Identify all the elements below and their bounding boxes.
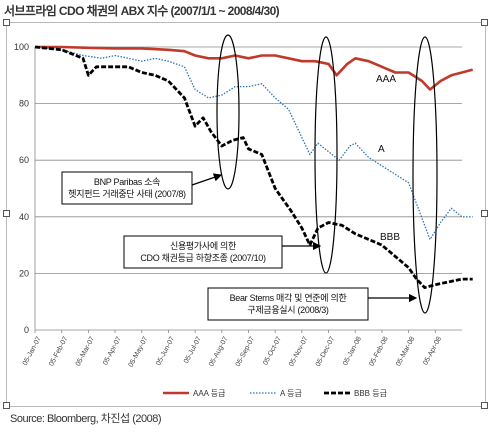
legend-label: AAA 등급 bbox=[193, 389, 226, 398]
x-tick-label: 05-Jul-07 bbox=[183, 336, 203, 365]
x-tick-label: 05-Sep-07 bbox=[235, 336, 257, 368]
series-end-label: A bbox=[378, 144, 385, 155]
x-tick-label: 05-Aug-07 bbox=[208, 336, 230, 368]
annotation-box bbox=[207, 287, 369, 321]
x-tick-label: 05-Mar-08 bbox=[395, 336, 416, 368]
x-tick-label: 05-Jun-07 bbox=[155, 336, 176, 367]
x-tick-label: 05-Feb-07 bbox=[48, 336, 69, 368]
y-tick-label: 80 bbox=[19, 99, 29, 109]
legend-label: BBB 등급 bbox=[354, 389, 387, 398]
annotation-text: CDO 채권등급 하향조종 (2007/10) bbox=[140, 252, 266, 263]
annotation-text: Bear Sterns 매각 및 연준에 의한 bbox=[230, 292, 347, 303]
x-tick-label: 05-Feb-08 bbox=[368, 336, 389, 368]
series-end-label: BBB bbox=[380, 232, 400, 243]
resize-handle-left[interactable] bbox=[3, 210, 10, 217]
x-tick-label: 05-Apr-08 bbox=[422, 336, 443, 367]
event-ellipse bbox=[216, 34, 240, 190]
series-line-aaa bbox=[35, 45, 474, 91]
series-line-bbb bbox=[34, 45, 473, 289]
resize-handle-top-right[interactable] bbox=[481, 19, 488, 26]
x-tick-label: 05-Jan-07 bbox=[22, 336, 43, 367]
y-tick-label: 60 bbox=[19, 155, 29, 165]
annotation-text: BNP Paribas 소속 bbox=[94, 177, 160, 187]
event-ellipse bbox=[314, 36, 338, 274]
annotation-text: 헷지펀드 거래중단 사태 (2007/8) bbox=[68, 188, 186, 199]
source-note: Source: Bloomberg, 차진섭 (2008) bbox=[10, 413, 162, 425]
resize-handle-right[interactable] bbox=[481, 210, 488, 217]
annotation-text: 신용평가사에 의한 bbox=[170, 241, 236, 251]
resize-handle-bottom-right[interactable] bbox=[481, 402, 488, 409]
y-tick-label: 20 bbox=[19, 268, 29, 278]
legend-label: A 등급 bbox=[280, 389, 302, 398]
series-end-label: AAA bbox=[376, 74, 396, 85]
x-tick-label: 05-Apr-07 bbox=[102, 336, 123, 367]
annotation-box bbox=[123, 235, 283, 269]
x-tick-label: 05-Dec-07 bbox=[315, 336, 337, 368]
resize-handle-top-left[interactable] bbox=[3, 19, 10, 26]
x-tick-label: 05-Oct-07 bbox=[262, 336, 283, 367]
y-tick-label: 40 bbox=[19, 212, 29, 222]
series-line-a bbox=[34, 46, 473, 241]
chart-title: 서브프라임 CDO 채권의 ABX 지수 (2007/1/1 ~ 2008/4/… bbox=[4, 4, 280, 18]
annotation-box bbox=[61, 171, 193, 205]
annotation-arrow bbox=[191, 173, 223, 186]
resize-handle-bottom-left[interactable] bbox=[3, 402, 10, 409]
x-tick-label: 05-Mar-07 bbox=[75, 336, 96, 368]
y-tick-label: 100 bbox=[14, 42, 29, 52]
x-tick-label: 05-Jan-08 bbox=[342, 336, 363, 367]
event-ellipse bbox=[412, 36, 438, 314]
y-tick-label: 0 bbox=[24, 325, 29, 335]
x-tick-label: 05-May-07 bbox=[128, 336, 150, 369]
annotation-text: 구제금융실시 (2008/3) bbox=[247, 305, 329, 315]
x-tick-label: 05-Nov-07 bbox=[288, 336, 310, 368]
